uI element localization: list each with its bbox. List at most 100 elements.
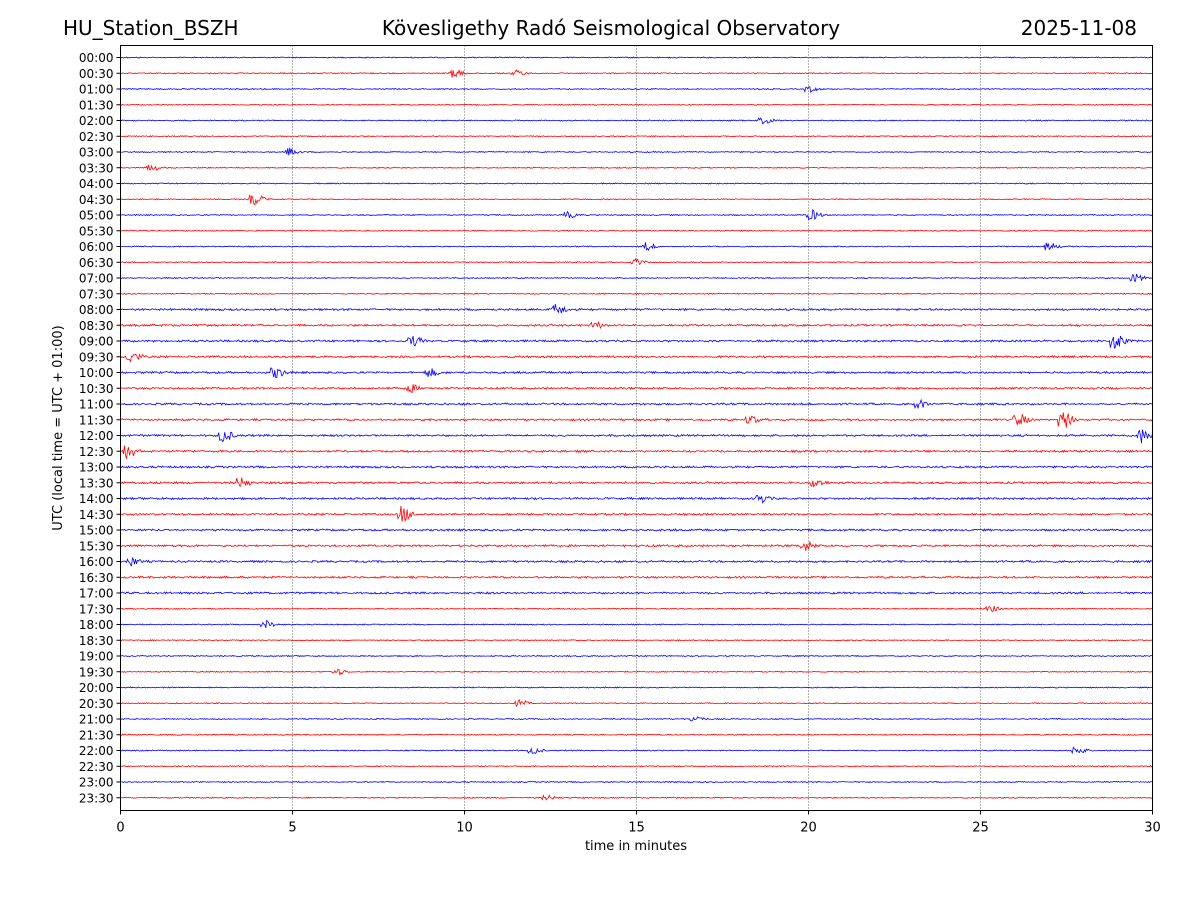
trace-0530 xyxy=(120,229,1153,232)
chart-title: Kövesligethy Radó Seismological Observat… xyxy=(381,16,841,40)
y-tick-label: 03:00 xyxy=(79,146,114,160)
y-tick-label: 14:00 xyxy=(79,492,114,506)
y-tick-label: 09:00 xyxy=(79,335,114,349)
trace-0730 xyxy=(120,292,1153,295)
y-tick-label: 10:30 xyxy=(79,382,114,396)
y-tick-label: 00:30 xyxy=(79,67,114,81)
y-tick-label: 04:00 xyxy=(79,177,114,191)
x-tick-label: 20 xyxy=(800,821,817,836)
y-tick-label: 22:30 xyxy=(79,760,114,774)
y-tick-label: 22:00 xyxy=(79,744,114,758)
x-tick-labels: 0 5 10 15 20 25 30 xyxy=(116,810,1161,836)
y-tick-label: 16:30 xyxy=(79,571,114,585)
y-tick-label: 13:30 xyxy=(79,476,114,490)
trace-0130 xyxy=(120,103,1153,106)
x-tick-label: 15 xyxy=(628,821,645,836)
y-tick-label: 05:00 xyxy=(79,209,114,223)
trace-0030 xyxy=(120,69,1153,78)
trace-1600 xyxy=(120,556,1153,567)
y-tick-label: 18:30 xyxy=(79,634,114,648)
y-tick-label: 09:30 xyxy=(79,350,114,364)
y-tick-label: 00:00 xyxy=(79,51,114,65)
y-axis-label: UTC (local time = UTC + 01:00) xyxy=(51,325,66,530)
y-tick-label: 15:00 xyxy=(79,524,114,538)
trace-0430 xyxy=(120,194,1153,206)
trace-0100 xyxy=(120,86,1153,94)
y-tick-label: 23:00 xyxy=(79,776,114,790)
trace-1230 xyxy=(120,445,1153,459)
trace-1100 xyxy=(120,398,1153,410)
y-tick-label: 02:30 xyxy=(79,130,114,144)
trace-1700 xyxy=(120,591,1153,595)
trace-0000 xyxy=(120,56,1153,59)
trace-0800 xyxy=(120,303,1153,314)
x-tick-label: 30 xyxy=(1144,821,1161,836)
y-tick-label: 04:30 xyxy=(79,193,114,207)
y-tick-label: 13:00 xyxy=(79,461,114,475)
trace-0700 xyxy=(120,273,1153,282)
trace-1800 xyxy=(120,619,1153,628)
y-tick-label: 21:00 xyxy=(79,713,114,727)
trace-0330 xyxy=(120,164,1153,171)
y-tick-label: 07:30 xyxy=(79,287,114,301)
x-tick-label: 10 xyxy=(456,821,473,836)
y-tick-label: 23:30 xyxy=(79,791,114,805)
y-tick-label: 01:30 xyxy=(79,98,114,112)
y-tick-label: 19:30 xyxy=(79,665,114,679)
trace-2230 xyxy=(120,765,1153,768)
trace-1730 xyxy=(120,605,1153,613)
trace-1530 xyxy=(120,541,1153,551)
trace-0600 xyxy=(120,242,1153,252)
y-tick-label: 08:30 xyxy=(79,319,114,333)
trace-0400 xyxy=(120,182,1153,185)
y-tick-label: 02:00 xyxy=(79,114,114,128)
trace-1300 xyxy=(120,465,1153,469)
trace-2200 xyxy=(120,746,1153,755)
trace-0200 xyxy=(120,117,1153,125)
trace-1200 xyxy=(120,429,1153,444)
x-tick-label: 25 xyxy=(972,821,989,836)
trace-1630 xyxy=(120,575,1153,580)
x-tick-label: 5 xyxy=(288,821,296,836)
y-tick-label: 01:00 xyxy=(79,83,114,97)
trace-0930 xyxy=(120,353,1153,363)
y-tick-label: 05:30 xyxy=(79,224,114,238)
y-tick-label: 17:30 xyxy=(79,602,114,616)
y-tick-label: 08:00 xyxy=(79,303,114,317)
y-tick-label: 17:00 xyxy=(79,587,114,601)
trace-0830 xyxy=(120,320,1153,330)
trace-1030 xyxy=(120,384,1153,394)
trace-1330 xyxy=(120,477,1153,488)
y-tick-label: 21:30 xyxy=(79,728,114,742)
trace-1400 xyxy=(120,495,1153,504)
trace-1430 xyxy=(120,505,1153,522)
trace-0230 xyxy=(120,135,1153,138)
y-tick-label: 06:00 xyxy=(79,240,114,254)
y-tick-label: 20:30 xyxy=(79,697,114,711)
trace-2030 xyxy=(120,699,1153,708)
y-tick-label: 16:00 xyxy=(79,555,114,569)
trace-1900 xyxy=(120,654,1153,658)
y-tick-label: 11:00 xyxy=(79,398,114,412)
trace-1930 xyxy=(120,668,1153,677)
trace-layer xyxy=(120,56,1153,801)
trace-1830 xyxy=(120,639,1153,642)
y-tick-label: 12:00 xyxy=(79,429,114,443)
trace-2000 xyxy=(120,686,1153,689)
x-axis-label: time in minutes xyxy=(585,839,687,854)
trace-2100 xyxy=(120,716,1153,722)
trace-0630 xyxy=(120,258,1153,266)
y-tick-label: 19:00 xyxy=(79,650,114,664)
y-tick-label: 07:00 xyxy=(79,272,114,286)
trace-2330 xyxy=(120,794,1153,801)
grid-layer xyxy=(292,45,981,811)
y-tick-label: 12:30 xyxy=(79,445,114,459)
trace-2130 xyxy=(120,733,1153,736)
chart-date: 2025-11-08 xyxy=(1020,16,1137,40)
x-tick-label: 0 xyxy=(116,821,124,836)
trace-1130 xyxy=(120,412,1153,428)
trace-1000 xyxy=(120,367,1153,378)
station-name: HU_Station_BSZH xyxy=(63,16,239,40)
